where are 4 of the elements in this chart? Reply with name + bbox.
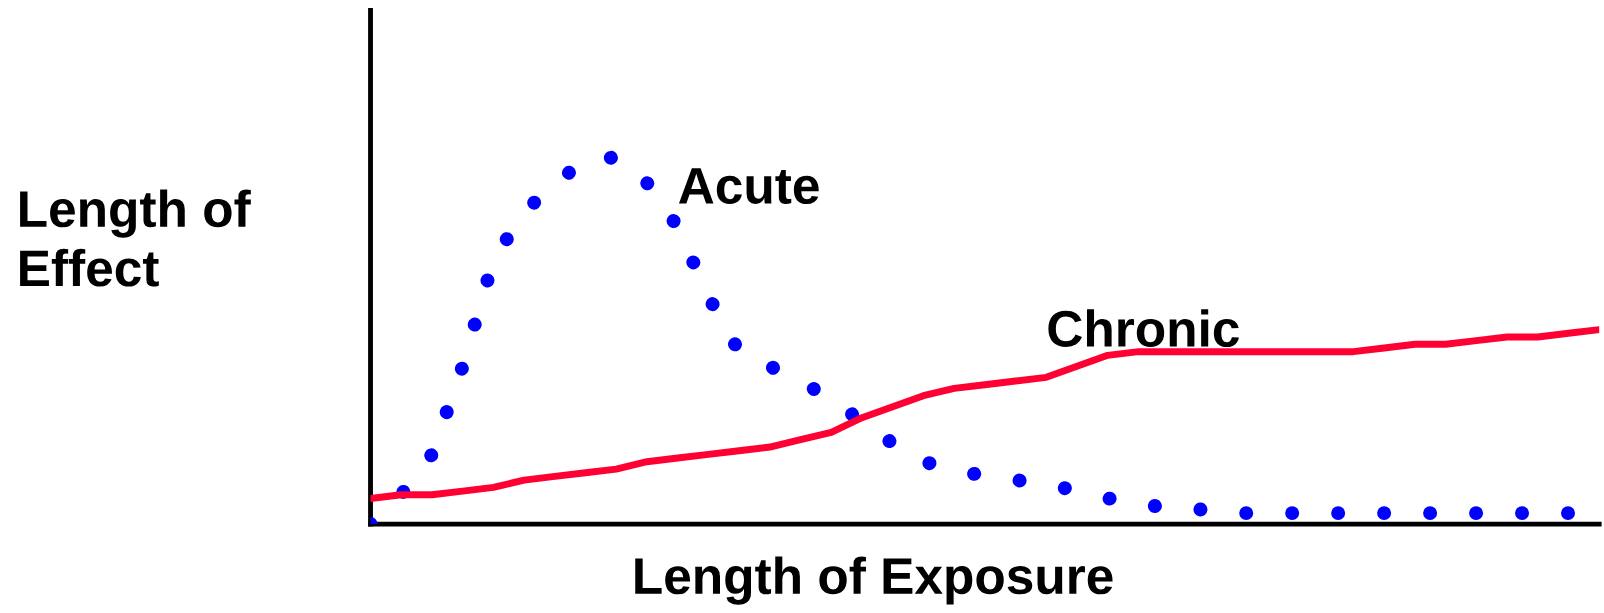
series-label: Chronic bbox=[1048, 309, 1239, 348]
x-axis-title: Length of Exposure bbox=[635, 556, 1113, 605]
series-label: Acute bbox=[678, 168, 819, 205]
y-axis-title: Length of Effect bbox=[20, 189, 251, 287]
